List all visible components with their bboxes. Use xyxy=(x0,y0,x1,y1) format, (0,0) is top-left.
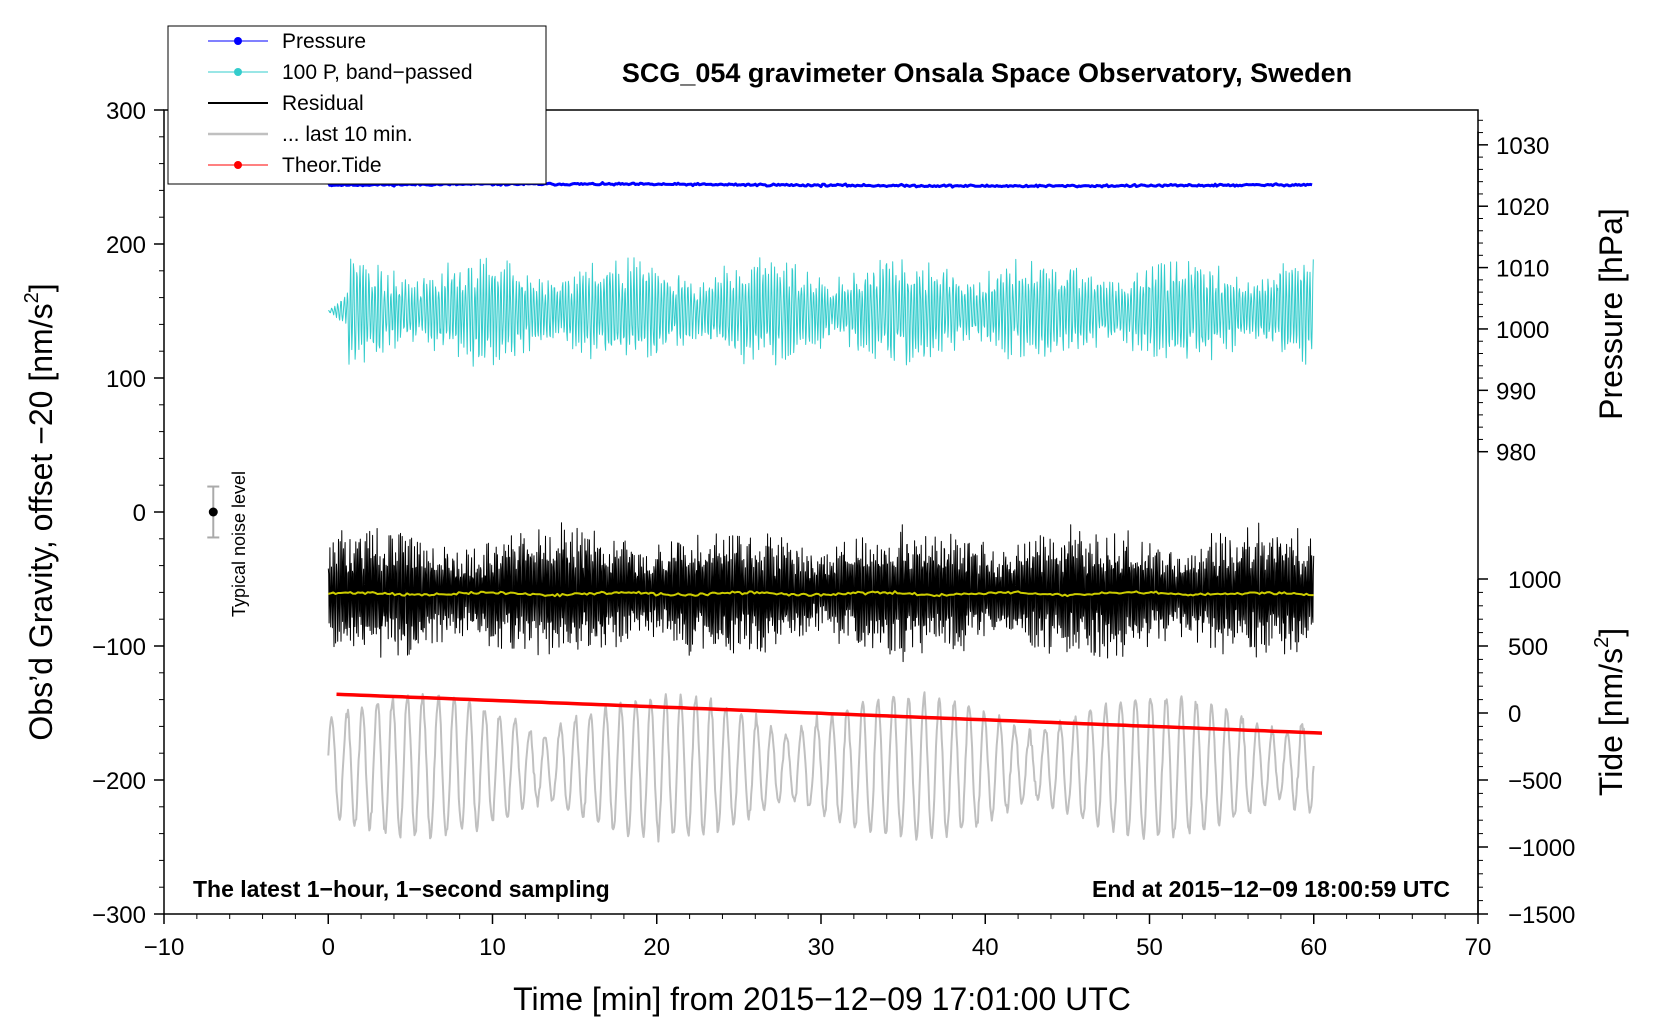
y-left-label-main: Obs’d Gravity, offset −20 [nm/s xyxy=(23,303,59,740)
last-10-min-line xyxy=(327,691,1315,843)
legend-label: Residual xyxy=(282,92,364,115)
x-tick-label: 70 xyxy=(1465,934,1492,961)
legend-entry: ... last 10 min. xyxy=(208,123,413,146)
noise-indicator: Typical noise level xyxy=(207,471,249,617)
chart-title: SCG_054 gravimeter Onsala Space Observat… xyxy=(622,58,1352,88)
legend-marker xyxy=(234,37,242,45)
x-tick-label: 0 xyxy=(322,934,335,961)
residual-line xyxy=(327,522,1315,663)
x-tick-label: 60 xyxy=(1300,934,1327,961)
pressure-tick-label: 990 xyxy=(1496,378,1536,405)
note-left: The latest 1−hour, 1−second sampling xyxy=(193,876,610,902)
legend-label: 100 P, band−passed xyxy=(282,61,473,84)
y-axis-left: 300 200 100 0 −100 −200 −300 xyxy=(92,98,164,929)
tide-tick-label: −500 xyxy=(1508,768,1562,795)
legend-label: ... last 10 min. xyxy=(282,123,413,146)
tide-tick-label: −1000 xyxy=(1508,835,1575,862)
pressure-line xyxy=(327,181,1313,189)
x-axis: −10 0 10 20 30 40 50 60 70 xyxy=(144,914,1492,961)
legend-entry: Theor.Tide xyxy=(208,154,382,177)
tide-axis-right: 1000 500 0 −500 −1000 −1500 xyxy=(1477,567,1575,929)
legend-entry: Residual xyxy=(208,92,364,115)
y-left-tick-label: 100 xyxy=(106,366,146,393)
x-tick-label: 10 xyxy=(479,934,506,961)
tide-label-end: ] xyxy=(1593,628,1629,637)
y-left-tick-label: −200 xyxy=(92,768,146,795)
tide-axis-label: Tide [nm/s2] xyxy=(1591,628,1629,796)
legend: Pressure 100 P, band−passed Residual ... la… xyxy=(167,25,547,185)
y-left-tick-label: −100 xyxy=(92,634,146,661)
y-axis-left-label: Obs’d Gravity, offset −20 [nm/s2] xyxy=(21,283,59,740)
legend-label: Theor.Tide xyxy=(282,154,382,177)
x-tick-label: −10 xyxy=(144,934,185,961)
y-left-tick-label: −300 xyxy=(92,902,146,929)
tide-tick-label: −1500 xyxy=(1508,902,1575,929)
pressure-tick-label: 980 xyxy=(1496,440,1536,467)
x-tick-label: 30 xyxy=(808,934,835,961)
pressure-tick-label: 1000 xyxy=(1496,317,1549,344)
pressure-tick-label: 1020 xyxy=(1496,194,1549,221)
residual-smoothed-line xyxy=(328,590,1314,598)
tide-tick-label: 0 xyxy=(1508,701,1521,728)
y-left-label-sup: 2 xyxy=(21,292,43,303)
note-right: End at 2015−12−09 18:00:59 UTC xyxy=(1092,876,1450,902)
legend-box xyxy=(167,25,547,185)
band-passed-pressure-line xyxy=(327,257,1314,367)
x-axis-label: Time [min] from 2015−12−09 17:01:00 UTC xyxy=(513,981,1131,1017)
legend-label: Pressure xyxy=(282,30,366,53)
pressure-tick-label: 1010 xyxy=(1496,256,1549,283)
legend-entry: Pressure xyxy=(208,30,366,53)
x-tick-label: 40 xyxy=(972,934,999,961)
tide-tick-label: 500 xyxy=(1508,634,1548,661)
pressure-axis-right: 1030 1020 1010 1000 990 980 xyxy=(1477,119,1549,467)
pressure-axis-label: Pressure [hPa] xyxy=(1593,208,1629,420)
x-tick-label: 20 xyxy=(643,934,670,961)
pressure-tick-label: 1030 xyxy=(1496,133,1549,160)
noise-label: Typical noise level xyxy=(229,471,249,617)
noise-dot xyxy=(208,507,218,517)
tide-tick-label: 1000 xyxy=(1508,567,1561,594)
legend-entry: 100 P, band−passed xyxy=(208,61,473,84)
y-left-tick-label: 300 xyxy=(106,98,146,125)
x-tick-label: 50 xyxy=(1136,934,1163,961)
theoretical-tide-line xyxy=(336,692,1323,735)
series-layer xyxy=(327,181,1323,843)
legend-marker xyxy=(234,161,242,169)
legend-marker xyxy=(234,68,242,76)
y-left-tick-label: 200 xyxy=(106,232,146,259)
tide-label-main: Tide [nm/s xyxy=(1593,648,1629,796)
tide-label-sup: 2 xyxy=(1591,637,1613,648)
y-left-tick-label: 0 xyxy=(133,500,146,527)
y-left-label-end: ] xyxy=(23,283,59,292)
